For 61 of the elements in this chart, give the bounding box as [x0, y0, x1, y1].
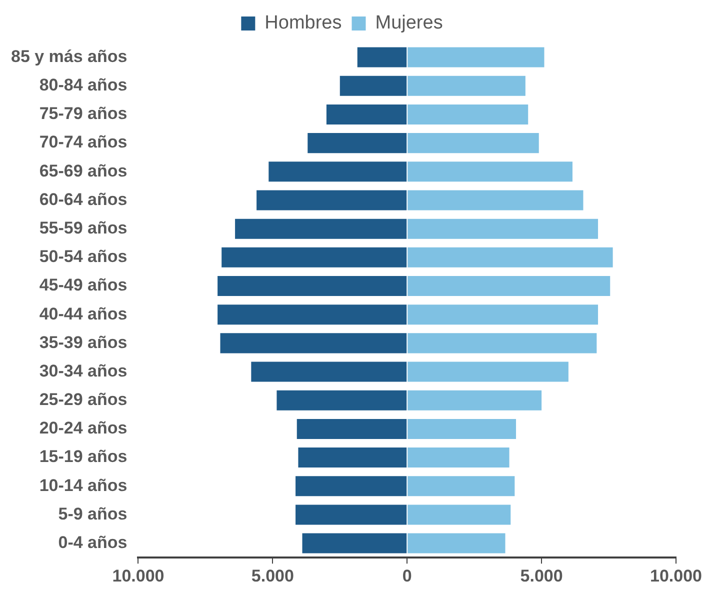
y-tick-label: 30-34 años — [39, 361, 128, 380]
bar — [296, 418, 407, 439]
y-tick-label: 40-44 años — [39, 304, 128, 324]
bar — [251, 362, 407, 382]
bar — [408, 362, 568, 382]
x-tick-label: 10.000 — [650, 566, 702, 586]
y-tick-label: 70-74 años — [39, 132, 128, 152]
bar — [408, 276, 610, 296]
bar — [408, 162, 572, 182]
bar — [408, 218, 598, 239]
bar — [408, 133, 539, 154]
bar — [408, 390, 542, 410]
bar — [408, 418, 516, 439]
legend-label: Mujeres — [375, 12, 443, 34]
y-tick-label: 25-29 años — [39, 390, 128, 410]
bar — [357, 47, 407, 68]
bar — [220, 333, 407, 354]
bar — [408, 533, 506, 554]
bar — [218, 276, 407, 296]
bar — [408, 104, 528, 124]
bar — [408, 476, 515, 496]
bar — [276, 390, 407, 410]
y-tick-label: 75-79 años — [39, 104, 128, 124]
bar — [326, 104, 407, 124]
x-tick-label: 5.000 — [520, 566, 563, 586]
bar — [296, 504, 407, 525]
bar — [302, 533, 407, 554]
y-tick-label: 15-19 años — [39, 447, 128, 466]
bar — [408, 448, 510, 468]
bar — [308, 133, 407, 154]
y-tick-label: 65-69 años — [39, 161, 128, 180]
y-tick-label: 45-49 años — [39, 276, 128, 295]
y-tick-label: 0-4 años — [58, 532, 128, 552]
y-tick-label: 10-14 años — [39, 476, 128, 495]
y-tick-label: 5-9 años — [58, 504, 128, 524]
x-tick-label: 0 — [402, 566, 412, 586]
bar — [408, 76, 526, 96]
y-tick-label: 55-59 años — [39, 218, 128, 238]
bar — [222, 247, 407, 268]
bar — [218, 304, 407, 325]
bar — [408, 47, 544, 68]
bar — [298, 448, 407, 468]
x-tick-label: 5.000 — [251, 566, 294, 586]
y-tick-label: 35-39 años — [39, 332, 128, 352]
bar — [268, 162, 407, 182]
bar — [408, 190, 584, 210]
x-tick-label: 10.000 — [112, 566, 164, 586]
bar — [340, 76, 407, 96]
bar — [408, 304, 598, 325]
bar — [408, 247, 613, 268]
y-tick-label: 60-64 años — [39, 190, 128, 209]
bar — [235, 218, 407, 239]
y-tick-label: 80-84 años — [39, 76, 128, 95]
bar — [408, 504, 511, 525]
y-tick-label: 85 y más años — [10, 46, 128, 66]
bar — [256, 190, 407, 210]
y-tick-label: 50-54 años — [39, 247, 128, 266]
y-tick-label: 20-24 años — [39, 418, 128, 438]
legend-label: Hombres — [264, 12, 342, 34]
bar — [296, 476, 407, 496]
bar — [408, 333, 597, 354]
